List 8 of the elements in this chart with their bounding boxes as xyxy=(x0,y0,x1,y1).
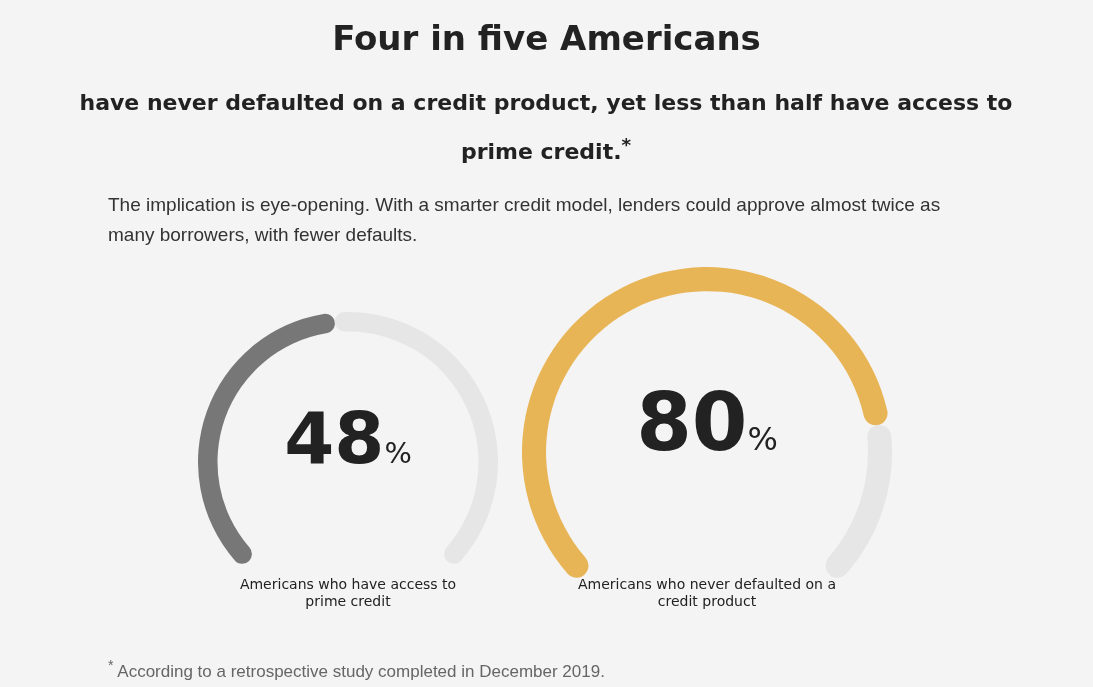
data-label: 80% xyxy=(635,375,779,472)
chart-title: Four in five Americans xyxy=(331,18,762,58)
text: have never defaulted on a credit product, yet less than half have access to prime credit.$^{*}$ xyxy=(78,89,1014,167)
text: Americans who have access to prime credit xyxy=(238,576,458,610)
text: The implication is eye-opening. With a smarter credit model, lenders could approve almost twice as many borrowers, with fewer defaults. xyxy=(108,193,942,247)
text: Americans who never defaulted on a credit product xyxy=(577,576,837,610)
text: $^{*}$ According to a retrospective study completed in December 2019. xyxy=(108,656,606,683)
data-label: 48% xyxy=(283,395,413,482)
